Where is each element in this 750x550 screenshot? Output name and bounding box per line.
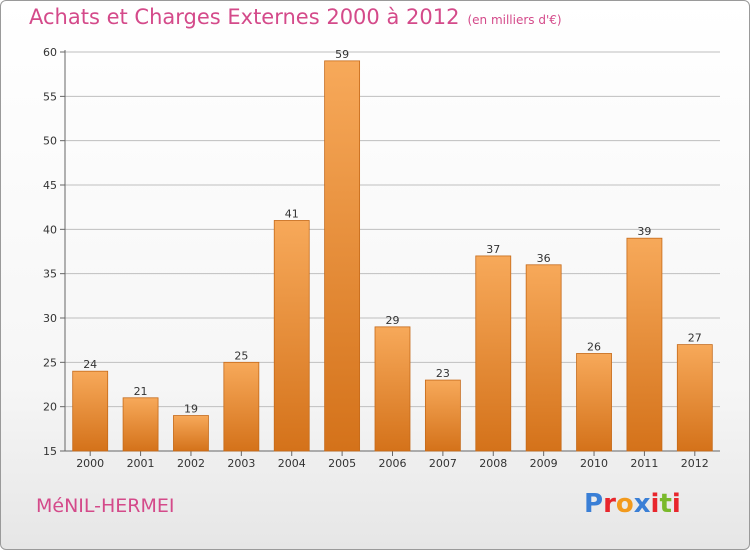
bar (424, 379, 461, 452)
data-label: 26 (587, 340, 601, 353)
data-label: 29 (386, 314, 400, 327)
bar (122, 397, 159, 452)
data-label: 21 (134, 385, 148, 398)
axes: 15 20 25 30 35 40 45 50 55 60 2000 2001 2002 2003 2004… (43, 46, 720, 470)
logo-letter: r (603, 489, 616, 519)
bars (72, 60, 713, 452)
x-tick-label: 2006 (379, 457, 407, 470)
y-tick-label: 50 (43, 135, 57, 148)
bar (676, 344, 713, 452)
logo-letter: t (659, 489, 672, 519)
x-tick-label: 2000 (76, 457, 104, 470)
data-label: 39 (637, 225, 651, 238)
x-tick-label: 2011 (630, 457, 658, 470)
data-label: 37 (486, 243, 500, 256)
bar (374, 326, 411, 452)
x-tick-label: 2005 (328, 457, 356, 470)
data-label: 24 (83, 358, 97, 371)
data-label: 59 (335, 48, 349, 61)
bar (72, 370, 109, 452)
bar (324, 60, 361, 452)
bar (273, 220, 310, 452)
x-tick-label: 2012 (681, 457, 709, 470)
bar (173, 415, 209, 452)
y-tick-label: 20 (43, 401, 57, 414)
y-tick-label: 25 (43, 356, 57, 369)
y-tick-label: 15 (43, 445, 57, 458)
data-label: 25 (234, 349, 248, 362)
x-tick-label: 2010 (580, 457, 608, 470)
city-name: MéNIL-HERMEI (36, 495, 175, 517)
y-tick-label: 35 (43, 268, 57, 281)
y-tick-label: 45 (43, 179, 57, 192)
data-label: 36 (537, 252, 551, 265)
bar (576, 353, 612, 452)
bar (223, 361, 260, 452)
y-tick-label: 60 (43, 46, 57, 59)
data-label: 19 (184, 403, 198, 416)
proxiti-logo: Proxiti (584, 489, 681, 519)
x-tick-label: 2007 (429, 457, 457, 470)
bar (626, 237, 663, 452)
x-tick-label: 2009 (530, 457, 558, 470)
x-tick-label: 2008 (479, 457, 507, 470)
logo-letter: i (650, 489, 660, 519)
x-tick-label: 2003 (227, 457, 255, 470)
bar (525, 264, 562, 452)
logo-letter: P (584, 489, 604, 519)
data-label: 23 (436, 367, 450, 380)
y-tick-label: 30 (43, 312, 57, 325)
y-tick-label: 40 (43, 223, 57, 236)
logo-letter: i (671, 489, 681, 519)
logo-letter: o (615, 489, 634, 519)
y-tick-label: 55 (43, 90, 57, 103)
title-text: Achats et Charges Externes 2000 à 2012 (29, 5, 460, 29)
x-tick-label: 2001 (127, 457, 155, 470)
title-unit: (en milliers d'€) (467, 13, 562, 27)
data-label: 41 (285, 207, 299, 220)
x-tick-label: 2004 (278, 457, 306, 470)
value-labels: 24 21 19 25 41 59 29 23 37 36 26 39 27 (83, 48, 702, 416)
logo-letter: x (633, 489, 651, 519)
bar (475, 255, 512, 452)
x-tick-label: 2002 (177, 457, 205, 470)
data-label: 27 (688, 332, 702, 345)
chart-title: Achats et Charges Externes 2000 à 2012 (e… (29, 5, 562, 29)
